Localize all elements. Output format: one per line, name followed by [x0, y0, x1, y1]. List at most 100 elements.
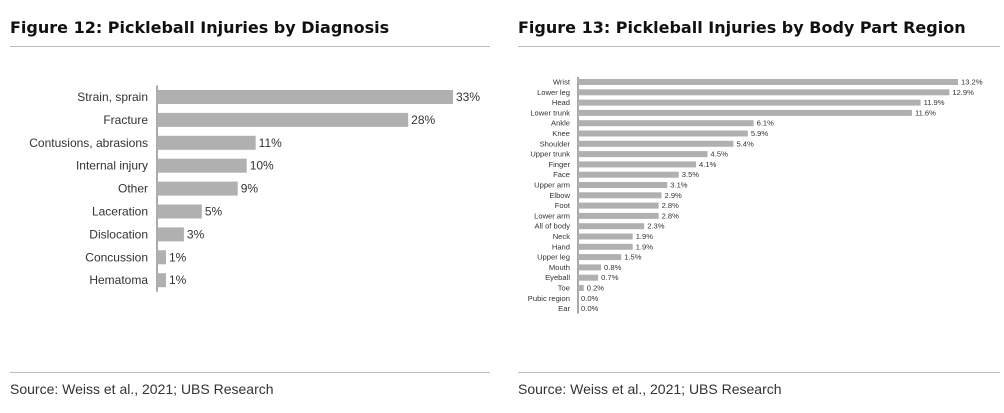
value-label-neck: 1.9% [636, 232, 654, 241]
value-label-hematoma: 1% [169, 273, 187, 287]
category-label-toe: Toe [558, 284, 570, 293]
bar-hematoma [157, 273, 166, 288]
value-label-head: 11.9% [924, 98, 945, 107]
bar-all-of-body [578, 223, 645, 230]
bar-face [578, 171, 679, 178]
category-label-knee: Knee [552, 129, 570, 138]
category-label-upper-arm: Upper arm [534, 181, 570, 190]
bar-upper-leg [578, 254, 622, 261]
value-label-face: 3.5% [682, 170, 700, 179]
category-label-mouth: Mouth [549, 263, 570, 272]
category-label-elbow: Elbow [549, 191, 570, 200]
bar-laceration [157, 204, 202, 219]
category-label-eyeball: Eyeball [545, 273, 570, 282]
figure-13-bottom-rule [518, 372, 1000, 373]
value-label-concussion: 1% [169, 250, 187, 264]
value-label-all-of-body: 2.3% [647, 222, 665, 231]
bar-lower-trunk [578, 109, 912, 116]
bar-strain-sprain [157, 90, 453, 104]
category-label-hand: Hand [552, 242, 570, 251]
category-label-lower-leg: Lower leg [537, 88, 570, 97]
bar-upper-trunk [578, 151, 708, 158]
figure-13-title: Figure 13: Pickleball Injuries by Body P… [518, 18, 966, 37]
bar-foot [578, 202, 659, 209]
value-label-elbow: 2.9% [664, 191, 682, 200]
value-label-wrist: 13.2% [961, 78, 983, 87]
category-label-upper-trunk: Upper trunk [530, 150, 570, 159]
value-label-eyeball: 0.7% [601, 273, 619, 282]
value-label-knee: 5.9% [751, 129, 769, 138]
category-label-all-of-body: All of body [535, 222, 571, 231]
figure-12-title: Figure 12: Pickleball Injuries by Diagno… [10, 18, 390, 37]
value-label-laceration: 5% [205, 205, 223, 219]
category-label-other: Other [118, 182, 148, 196]
value-label-mouth: 0.8% [604, 263, 622, 272]
value-label-upper-arm: 3.1% [670, 181, 688, 190]
value-label-internal-injury: 10% [250, 159, 274, 173]
bar-concussion [157, 250, 166, 265]
bar-lower-arm [578, 212, 659, 219]
figure-12-bar-chart: Strain, sprain 33% Fracture 28% Contusions, … [29, 85, 480, 292]
category-label-concussion: Concussion [85, 250, 148, 264]
figure-12-top-rule [10, 46, 490, 47]
category-label-ear: Ear [558, 304, 570, 313]
value-label-contusions-abrasions: 11% [259, 136, 282, 150]
bar-shoulder [578, 140, 734, 147]
figure-13-bar-chart: Wrist 13.2% Lower leg 12.9% Head 11.9% Lower t… [528, 76, 983, 314]
figure-12-bottom-rule [10, 372, 490, 373]
value-label-lower-trunk: 11.6% [915, 108, 936, 117]
bar-other [157, 181, 238, 196]
value-label-ear: 0.0% [581, 304, 599, 313]
figure-12-source: Source: Weiss et al., 2021; UBS Research [10, 381, 274, 397]
value-label-dislocation: 3% [187, 227, 205, 241]
bar-mouth [578, 264, 602, 271]
category-label-lower-trunk: Lower trunk [530, 108, 570, 117]
value-label-upper-trunk: 4.5% [711, 150, 729, 159]
category-label-dislocation: Dislocation [89, 227, 148, 241]
bar-fracture [157, 112, 409, 127]
category-label-contusions-abrasions: Contusions, abrasions [29, 136, 148, 150]
category-label-pubic-region: Pubic region [528, 294, 570, 303]
bar-head [578, 99, 921, 106]
bar-contusions-abrasions [157, 135, 256, 150]
value-label-upper-leg: 1.5% [624, 253, 642, 262]
category-label-lower-arm: Lower arm [534, 211, 570, 220]
figure-13-panel: Figure 13: Pickleball Injuries by Body P… [508, 0, 1000, 413]
bar-upper-arm [578, 182, 668, 188]
category-label-ankle: Ankle [551, 119, 570, 128]
figure-13-source: Source: Weiss et al., 2021; UBS Research [518, 381, 782, 397]
value-label-fracture: 28% [411, 113, 435, 127]
category-label-face: Face [553, 170, 570, 179]
category-label-internal-injury: Internal injury [76, 159, 148, 173]
value-label-toe: 0.2% [587, 284, 605, 293]
bar-neck [578, 233, 633, 240]
category-label-finger: Finger [548, 160, 570, 169]
bar-eyeball [578, 274, 599, 281]
category-label-strain-sprain: Strain, sprain [77, 90, 148, 104]
bar-knee [578, 130, 748, 137]
value-label-lower-leg: 12.9% [952, 88, 974, 97]
bar-lower-leg [578, 89, 950, 96]
category-label-foot: Foot [555, 201, 571, 210]
category-label-neck: Neck [553, 232, 571, 241]
bar-internal-injury [157, 158, 247, 173]
value-label-hand: 1.9% [636, 242, 654, 251]
value-label-finger: 4.1% [699, 160, 717, 169]
bar-finger [578, 161, 697, 168]
bar-dislocation [157, 227, 184, 242]
bar-toe [578, 285, 584, 291]
value-label-ankle: 6.1% [757, 119, 775, 128]
category-label-shoulder: Shoulder [540, 139, 571, 148]
category-label-upper-leg: Upper leg [537, 253, 570, 262]
value-label-shoulder: 5.4% [736, 139, 754, 148]
category-label-hematoma: Hematoma [89, 273, 148, 287]
bar-wrist [578, 79, 958, 85]
bar-elbow [578, 192, 662, 199]
figure-13-top-rule [518, 46, 1000, 47]
bar-hand [578, 243, 633, 250]
value-label-strain-sprain: 33% [456, 90, 480, 104]
category-label-head: Head [552, 98, 570, 107]
value-label-foot: 2.8% [662, 201, 680, 210]
figure-12-panel: Figure 12: Pickleball Injuries by Diagno… [0, 0, 490, 413]
category-label-laceration: Laceration [92, 205, 148, 219]
